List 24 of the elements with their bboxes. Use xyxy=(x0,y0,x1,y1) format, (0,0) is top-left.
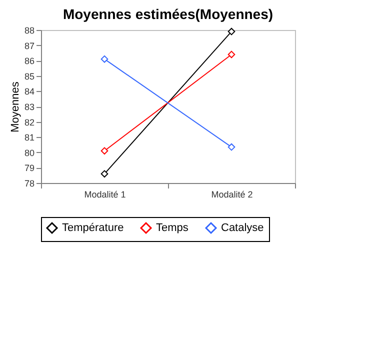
y-tick-label: 88 xyxy=(24,26,34,36)
y-tick-label: 80 xyxy=(24,148,34,158)
point xyxy=(100,170,108,178)
y-tick-label: 83 xyxy=(24,102,34,112)
y-tick-label: 87 xyxy=(24,40,34,51)
y-tick-label: 85 xyxy=(24,71,34,82)
point xyxy=(228,143,236,151)
y-tick-label: 86 xyxy=(24,56,34,66)
legend-label: Catalyse xyxy=(221,222,264,234)
y-tick-label: 81 xyxy=(24,132,34,143)
y-axis-title: Moyennes xyxy=(9,81,22,132)
point xyxy=(100,147,108,155)
point xyxy=(100,55,108,63)
y-tick-label: 78 xyxy=(24,178,34,188)
x-tick-label: Modalité 1 xyxy=(84,190,126,200)
point xyxy=(228,50,236,58)
y-tick-label: 82 xyxy=(24,117,34,128)
legend-label: Température xyxy=(62,222,124,234)
legend-label: Temps xyxy=(156,222,189,234)
x-tick-label: Modalité 2 xyxy=(211,190,253,200)
chart-title: Moyennes estimées(Moyennes) xyxy=(62,6,274,22)
point xyxy=(228,28,236,36)
y-tick-label: 79 xyxy=(24,163,34,174)
y-tick-label: 84 xyxy=(24,86,34,97)
